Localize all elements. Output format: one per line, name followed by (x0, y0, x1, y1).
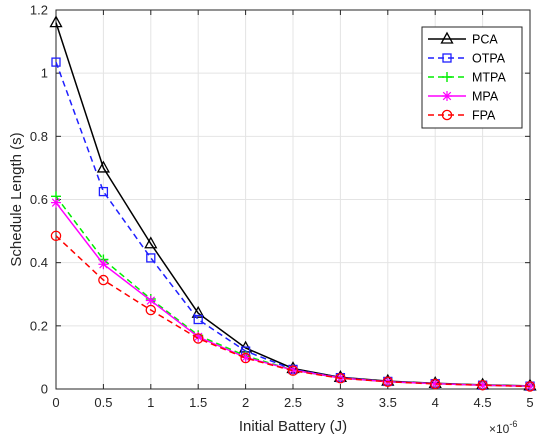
series-layer (49, 15, 537, 392)
data-point-pca (144, 236, 158, 249)
x-axis-exponent: ×10-6 (489, 419, 517, 436)
x-tick-label: 1.5 (189, 395, 207, 410)
y-tick-label: 0.8 (30, 129, 48, 144)
legend-item-mpa: MPA (428, 90, 499, 104)
data-point-fpa (429, 378, 441, 390)
x-axis-exponent-power: -6 (509, 419, 517, 429)
legend-label-pca: PCA (472, 33, 498, 47)
x-tick-label: 4.5 (474, 395, 492, 410)
data-point-fpa (145, 304, 157, 316)
x-tick-label: 5 (526, 395, 533, 410)
data-point-mpa (145, 295, 156, 306)
data-point-fpa (192, 333, 204, 344)
data-point-otpa (51, 57, 61, 67)
y-tick-label: 1 (41, 66, 48, 81)
x-tick-label: 2 (242, 395, 249, 410)
x-tick-label: 1 (147, 395, 154, 410)
series-fpa (50, 230, 536, 392)
legend-label-fpa: FPA (472, 109, 496, 123)
x-axis-ticks: 0 0.5 1 1.5 2 2.5 3 3.5 4 4.5 5 (52, 10, 534, 410)
x-tick-label: 0.5 (94, 395, 112, 410)
data-point-mpa (288, 365, 298, 376)
legend-label-mpa: MPA (472, 90, 499, 104)
legend-item-mtpa: MTPA (428, 71, 506, 85)
y-axis-ticks: 0 0.2 0.4 0.6 0.8 1 1.2 (30, 3, 530, 397)
data-point-mpa (98, 259, 109, 270)
legend: PCA OTPA MTPA MPA FPA (421, 26, 523, 129)
legend-label-mtpa: MTPA (472, 71, 506, 85)
data-point-otpa (193, 314, 203, 325)
legend-marker-mpa (442, 91, 452, 101)
x-tick-label: 3.5 (379, 395, 397, 410)
data-point-fpa (98, 274, 109, 286)
x-axis-exponent-base: ×10 (489, 422, 510, 436)
legend-marker-otpa (442, 53, 452, 63)
y-axis-title: Schedule Length (s) (8, 132, 25, 266)
y-tick-label: 0 (41, 382, 48, 397)
data-point-fpa (240, 352, 251, 364)
series-line-fpa (55, 235, 531, 388)
data-point-fpa (524, 381, 536, 392)
legend-item-fpa: FPA (428, 109, 496, 123)
data-point-pca (49, 15, 63, 28)
data-point-pca (96, 160, 110, 173)
data-point-fpa (335, 373, 346, 384)
data-point-fpa (287, 365, 299, 376)
data-point-mpa (477, 380, 488, 391)
y-tick-label: 1.2 (30, 3, 48, 18)
x-tick-label: 2.5 (284, 395, 302, 410)
legend-item-otpa: OTPA (428, 52, 506, 66)
data-point-fpa (382, 376, 394, 387)
x-axis-title: Initial Battery (J) (239, 418, 347, 435)
legend-item-pca: PCA (428, 31, 498, 47)
data-point-fpa (477, 379, 488, 391)
data-point-mpa (430, 378, 441, 389)
data-point-mpa (193, 331, 204, 342)
legend-marker-fpa (441, 109, 453, 121)
x-tick-label: 4 (432, 395, 439, 410)
legend-marker-mtpa (442, 72, 452, 82)
y-tick-label: 0.2 (30, 318, 48, 333)
data-point-otpa (98, 186, 109, 197)
data-point-mpa (51, 197, 61, 208)
data-point-mpa (240, 352, 251, 363)
data-point-fpa (50, 230, 62, 242)
data-point-pca (191, 305, 205, 318)
y-tick-label: 0.6 (30, 192, 48, 207)
y-tick-label: 0.4 (30, 255, 48, 270)
legend-label-otpa: OTPA (472, 52, 506, 66)
x-tick-label: 0 (52, 395, 59, 410)
legend-marker-pca (440, 31, 454, 44)
data-point-otpa (146, 253, 156, 263)
x-tick-label: 3 (337, 395, 344, 410)
